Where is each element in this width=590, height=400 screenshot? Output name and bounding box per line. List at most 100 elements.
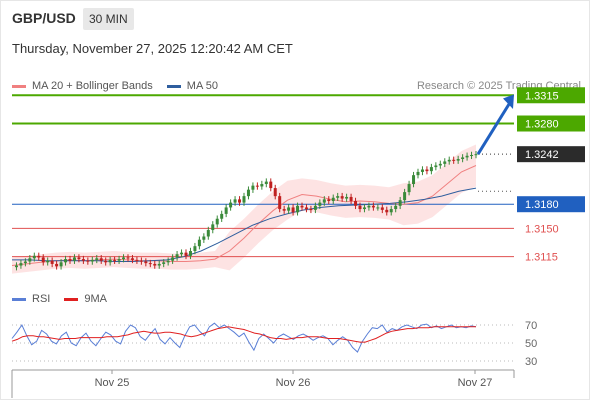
- candle-body: [130, 258, 134, 260]
- forecast-arrow-line: [476, 101, 512, 155]
- legend-label-ma50: MA 50: [186, 80, 218, 92]
- candle-body: [206, 230, 210, 237]
- candle-body: [180, 252, 184, 255]
- ma50-swatch: [166, 84, 181, 88]
- candle-body: [340, 196, 344, 199]
- level-label-1.3280: 1.3280: [517, 115, 585, 132]
- candle-body: [122, 257, 126, 260]
- chart-header: GBP/USD 30 MIN: [0, 0, 590, 38]
- candle-body: [233, 199, 237, 203]
- candle-body: [19, 263, 23, 266]
- rsi-tick-label: 30: [525, 356, 537, 368]
- candle-body: [108, 259, 112, 263]
- candle-body: [46, 260, 50, 263]
- bollinger-band-area: [12, 144, 476, 274]
- level-label-text: 1.3115: [525, 252, 558, 264]
- candle-body: [50, 260, 54, 264]
- candle-body: [41, 257, 45, 263]
- candle-body: [304, 207, 308, 210]
- candle-body: [470, 154, 474, 156]
- candle-body: [77, 257, 81, 260]
- ma9-swatch: [64, 297, 79, 301]
- rsi-swatch: [12, 297, 26, 301]
- candle-body: [380, 207, 384, 210]
- candle-body: [126, 257, 130, 259]
- level-label-text: 1.3315: [525, 90, 559, 102]
- candle-body: [215, 218, 219, 225]
- candle-body: [32, 255, 36, 259]
- candle-body: [385, 209, 389, 213]
- candle-body: [95, 258, 99, 260]
- candle-body: [398, 200, 402, 206]
- price-legend: MA 20 + Bollinger Bands MA 50: [12, 80, 232, 92]
- candle-body: [153, 263, 157, 266]
- candle-body: [64, 259, 68, 263]
- candle-body: [59, 262, 63, 267]
- candle-body: [438, 163, 442, 166]
- ma20-swatch: [12, 84, 26, 88]
- candle-body: [336, 196, 340, 198]
- x-tick-label: Nov 27: [458, 377, 493, 389]
- level-label-text: 1.3180: [525, 199, 559, 211]
- candle-body: [193, 246, 197, 252]
- candle-body: [171, 257, 175, 261]
- level-label-1.3180: 1.3180: [517, 196, 585, 213]
- legend-item-9ma: 9MA: [64, 293, 107, 305]
- level-label-bg: [517, 115, 585, 132]
- candle-body: [188, 251, 192, 256]
- level-label-1.3242: 1.3242: [517, 146, 585, 163]
- candle-body: [362, 207, 366, 210]
- candle-body: [309, 209, 313, 211]
- candle-body: [389, 209, 393, 213]
- candle-body: [90, 259, 94, 262]
- candle-body: [420, 169, 424, 172]
- candle-body: [313, 205, 317, 210]
- candle-body: [197, 239, 201, 247]
- candle-body: [273, 188, 277, 197]
- candle-body: [327, 199, 331, 201]
- level-lines: [12, 94, 514, 258]
- candle-body: [296, 205, 300, 213]
- candle-body: [251, 185, 255, 190]
- rsi-legend: RSI 9MA: [12, 293, 121, 305]
- legend-label-9ma: 9MA: [84, 293, 107, 305]
- candle-body: [287, 207, 291, 211]
- candle-body: [300, 205, 304, 208]
- legend-item-rsi: RSI: [12, 293, 50, 305]
- level-label-bg: [517, 87, 585, 104]
- legend-item-ma50: MA 50: [166, 80, 218, 92]
- legend-label-rsi: RSI: [32, 293, 51, 305]
- candle-body: [99, 258, 103, 261]
- candles: [14, 150, 478, 271]
- candle-body: [345, 196, 349, 199]
- candle-body: [14, 265, 18, 268]
- candle-body: [452, 159, 456, 161]
- level-label-text: 1.3280: [525, 119, 559, 131]
- candle-body: [224, 207, 228, 214]
- candle-body: [474, 154, 478, 156]
- candle-body: [55, 263, 59, 267]
- candle-body: [354, 200, 358, 206]
- candle-body: [211, 224, 215, 231]
- candle-body: [376, 207, 380, 209]
- candle-body: [447, 159, 451, 162]
- candle-body: [162, 262, 166, 264]
- candle-body: [443, 161, 447, 164]
- candle-body: [278, 196, 282, 210]
- candle-body: [37, 255, 41, 258]
- candle-body: [104, 260, 108, 263]
- timeframe-badge[interactable]: 30 MIN: [83, 8, 134, 30]
- candle-body: [229, 202, 233, 208]
- x-tick-label: Nov 25: [95, 377, 130, 389]
- candle-body: [412, 175, 416, 185]
- candle-body: [202, 236, 206, 240]
- candle-body: [81, 259, 85, 261]
- candle-body: [144, 261, 148, 264]
- candle-body: [23, 261, 27, 264]
- candle-body: [135, 259, 139, 261]
- candle-body: [260, 184, 264, 187]
- candle-body: [425, 169, 429, 172]
- rsi-line: [11, 322, 477, 353]
- candle-body: [86, 260, 90, 262]
